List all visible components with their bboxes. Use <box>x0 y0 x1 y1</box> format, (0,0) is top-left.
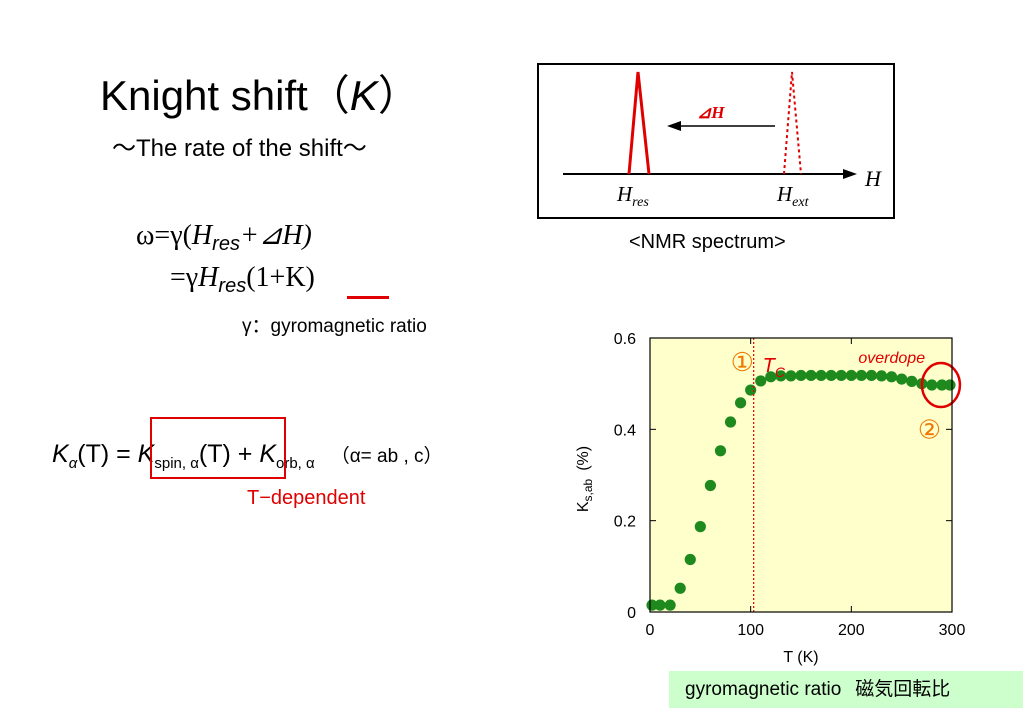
formula-spin-sub: spin, α <box>154 455 199 472</box>
x-tick-label: 200 <box>838 622 865 639</box>
x-tick-label: 100 <box>737 622 764 639</box>
nmr-spectrum-caption: <NMR spectrum> <box>629 231 786 253</box>
slide-subtitle: ～The rate of the shift～ <box>112 135 367 162</box>
formula-k-orb: K <box>259 440 276 468</box>
data-point <box>646 599 658 611</box>
data-point <box>765 371 777 383</box>
y-tick-label: 0.4 <box>614 422 636 439</box>
eq2-res: res <box>218 275 247 297</box>
x-tick-label: 300 <box>939 622 966 639</box>
formula-k: K <box>52 440 69 468</box>
data-point <box>845 369 857 382</box>
overdope-label: overdope <box>858 350 925 367</box>
data-point <box>865 369 878 382</box>
data-point <box>944 379 956 391</box>
title-symbol: K <box>349 72 378 119</box>
knight-shift-chart: 0 100 200 300 0 0.2 0.4 0.6 ① TC overdope ② T (… <box>575 331 966 666</box>
resonance-peak <box>627 71 651 175</box>
data-point <box>835 369 847 382</box>
formula-condition: （α= ab , c） <box>330 446 443 467</box>
formula-equals: = <box>109 440 138 468</box>
data-point <box>875 370 888 382</box>
eq2-h: H <box>198 262 219 293</box>
h-axis-arrowhead <box>843 169 857 179</box>
x-tick-label: 0 <box>646 622 655 639</box>
footer-en: gyromagnetic ratio <box>685 679 842 700</box>
h-ext-label: Hext <box>776 182 810 210</box>
formula-alpha: α <box>68 455 78 472</box>
data-point <box>825 369 837 382</box>
y-axis-label: Ks,ab(%) <box>575 446 595 512</box>
external-field-peak <box>783 71 802 175</box>
data-point <box>714 445 727 457</box>
slide-title: Knight shift（K） <box>100 62 420 123</box>
y-tick-label: 0 <box>627 605 636 622</box>
axis-ticks: 0 100 200 300 0 0.2 0.4 0.6 <box>614 331 966 639</box>
spin-term-highlight-box <box>150 417 286 479</box>
eq1-res: res <box>212 233 240 255</box>
data-point <box>906 375 918 387</box>
formula-t: (T) <box>77 440 110 468</box>
data-point <box>684 553 696 566</box>
data-point <box>795 369 807 382</box>
footer-glossary: gyromagnetic ratio 磁気回転比 <box>669 671 1023 708</box>
equation-line-2: =γHres(1+K) <box>170 262 315 298</box>
y-tick-label: 0.6 <box>614 331 636 348</box>
eq1-h: H <box>191 220 213 251</box>
equation-line-1: ω=γ(Hres+⊿H) <box>136 218 312 256</box>
nmr-spectrum-diagram: ⊿H H Hres Hext <box>537 63 895 219</box>
tc-marker: ① <box>731 347 754 377</box>
data-point <box>855 369 867 382</box>
data-point <box>775 370 787 382</box>
data-point <box>755 375 767 387</box>
data-point <box>724 416 737 428</box>
eq2-prefix: =γ <box>170 262 199 293</box>
data-point <box>654 599 666 611</box>
h-axis-label: H <box>864 166 882 191</box>
plot-frame <box>649 337 953 613</box>
data-point <box>694 521 706 533</box>
k-underline <box>347 296 389 299</box>
data-point <box>896 373 908 385</box>
eq1-suffix: +⊿H) <box>239 220 312 251</box>
data-point <box>926 379 938 391</box>
tc-label: TC <box>763 355 786 380</box>
data-points <box>646 369 956 611</box>
overdope-marker: ② <box>918 414 941 444</box>
data-point <box>785 370 797 382</box>
data-point <box>815 369 827 382</box>
formula-t-spin: (T) <box>198 440 231 468</box>
h-res-label: Hres <box>616 182 649 210</box>
gamma-note: γ：gyromagnetic ratio <box>242 316 427 337</box>
footer-jp: 磁気回転比 <box>855 678 951 700</box>
data-point <box>674 582 686 594</box>
shift-arrowhead <box>667 121 681 131</box>
y-tick-label: 0.2 <box>614 514 636 531</box>
data-point <box>735 397 747 409</box>
data-point <box>704 479 716 492</box>
data-point <box>664 599 676 611</box>
x-axis-label: T (K) <box>783 649 818 666</box>
data-point <box>936 379 948 391</box>
eq2-suffix: (1+K) <box>246 262 315 293</box>
delta-h-label: ⊿H <box>697 103 725 122</box>
data-point <box>886 371 898 383</box>
data-point <box>805 369 817 382</box>
eq1-prefix: ω=γ( <box>136 220 192 251</box>
data-point <box>745 384 757 396</box>
overdope-highlight <box>920 361 962 409</box>
title-text: Knight shift（ <box>100 72 350 119</box>
formula-plus: + <box>230 440 260 468</box>
t-dependent-label: T−dependent <box>247 487 366 509</box>
title-close: ） <box>377 72 420 119</box>
